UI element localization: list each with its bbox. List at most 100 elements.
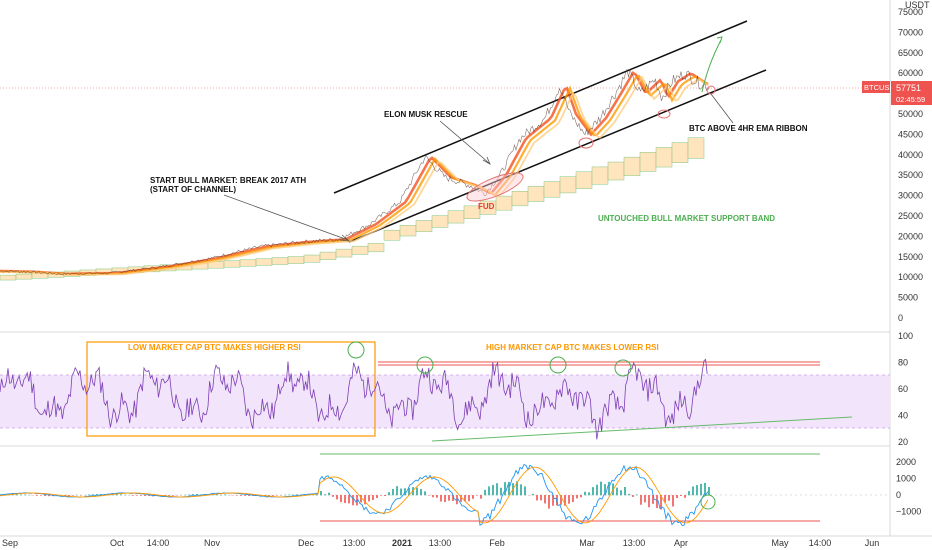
histogram-bar [564, 495, 566, 506]
histogram-bar [192, 494, 194, 496]
histogram-bar [668, 495, 670, 501]
histogram-bar [544, 495, 546, 504]
histogram-bar [560, 495, 562, 505]
histogram-bar [388, 492, 390, 496]
time-tick: Apr [674, 538, 688, 548]
histogram-bar [584, 491, 586, 496]
time-tick: 14:00 [809, 538, 832, 548]
histogram-bar [324, 494, 326, 496]
histogram-bar [424, 491, 426, 496]
histogram-bar [224, 494, 226, 496]
rsi-path [0, 358, 708, 440]
band-step [383, 229, 401, 241]
histogram-bar [700, 483, 702, 496]
histogram-bar [504, 482, 506, 496]
histogram-bar [272, 495, 274, 496]
band-step [511, 191, 529, 207]
histogram-bar [24, 494, 26, 496]
band-step [687, 137, 705, 159]
histogram-bar [620, 490, 622, 496]
histogram-bar [580, 495, 582, 498]
histogram-bar [88, 494, 90, 496]
histogram-bar [352, 495, 354, 506]
histogram-bar [640, 495, 642, 505]
histogram-bar [452, 495, 454, 502]
macd-line [0, 464, 709, 526]
osc-tick: 2000 [896, 457, 916, 467]
band-step [655, 147, 673, 168]
histogram-bar [376, 495, 378, 499]
histogram-bar [592, 487, 594, 496]
osc-cross-circle [700, 494, 716, 510]
histogram-bar [624, 486, 626, 496]
histogram-bar [268, 495, 270, 497]
price-tick: 15000 [898, 252, 923, 262]
price-tick: 20000 [898, 231, 923, 241]
histogram-bar [408, 487, 410, 496]
histogram-bar [364, 495, 366, 505]
channel-lower-line [348, 69, 767, 243]
histogram-bar [508, 481, 510, 496]
symbol-tag-box [862, 81, 890, 93]
elon-arrow [439, 120, 490, 164]
band-step [415, 220, 433, 232]
price-tick: 75000 [898, 7, 923, 17]
histogram-bar [656, 495, 658, 508]
countdown-value: 02:45:59 [896, 95, 925, 104]
histogram-bar [292, 494, 294, 496]
rsi-line [0, 358, 708, 440]
histogram-bar [672, 495, 674, 507]
rsi-support-trend [431, 416, 853, 442]
histogram-bar [348, 495, 350, 504]
time-tick: 13:00 [623, 538, 646, 548]
price-tick: 35000 [898, 170, 923, 180]
price-tick: 25000 [898, 211, 923, 221]
osc-tick: 0 [896, 490, 901, 500]
histogram-bar [336, 495, 338, 500]
histogram-bar [168, 495, 170, 496]
price-tick: 45000 [898, 129, 923, 139]
band-step [319, 251, 337, 260]
band-step [639, 152, 657, 172]
time-tick: May [771, 538, 789, 548]
elon-arrowhead [482, 156, 491, 165]
band-step [527, 186, 545, 202]
band-step [447, 210, 465, 224]
histogram-bar [708, 487, 710, 496]
histogram-bar [132, 495, 134, 496]
rsi-tick: 60 [898, 384, 908, 394]
histogram-bar [676, 495, 678, 499]
histogram-bar [216, 494, 218, 496]
histogram-bar [540, 495, 542, 501]
rsi-tick: 100 [898, 331, 913, 341]
histogram-bar [48, 495, 50, 497]
price-tick: 5000 [898, 293, 918, 303]
histogram-bar [684, 495, 686, 498]
histogram-bar [372, 495, 374, 500]
histogram-bar [488, 486, 490, 496]
dip-ellipse-mar [578, 137, 594, 149]
histogram-bar [360, 495, 362, 503]
band-step [255, 258, 273, 266]
histogram-bar [652, 495, 654, 504]
histogram-bar [632, 495, 634, 497]
histogram-bar [80, 495, 82, 496]
band-step [335, 248, 353, 258]
price-line [0, 68, 710, 276]
histogram-bar [688, 491, 690, 496]
fud-label: FUD [478, 202, 495, 211]
histogram-bar [148, 495, 150, 496]
histogram-bar [604, 484, 606, 496]
histogram-bar [64, 495, 66, 496]
rsi-peak-circle-2 [416, 356, 434, 374]
histogram-bar [332, 495, 334, 497]
price-scale: 7500070000650006000055000500004500040000… [898, 7, 923, 323]
low-cap-label: LOW MARKET CAP BTC MAKES HIGHER RSI [128, 343, 301, 352]
histogram-bar [296, 494, 298, 496]
btc-above-label: BTC ABOVE 4HR EMA RIBBON [689, 124, 808, 133]
histogram-bar [220, 494, 222, 496]
currency-label: USDT [905, 0, 930, 10]
histogram-bar [480, 495, 482, 499]
histogram-bar [496, 483, 498, 496]
